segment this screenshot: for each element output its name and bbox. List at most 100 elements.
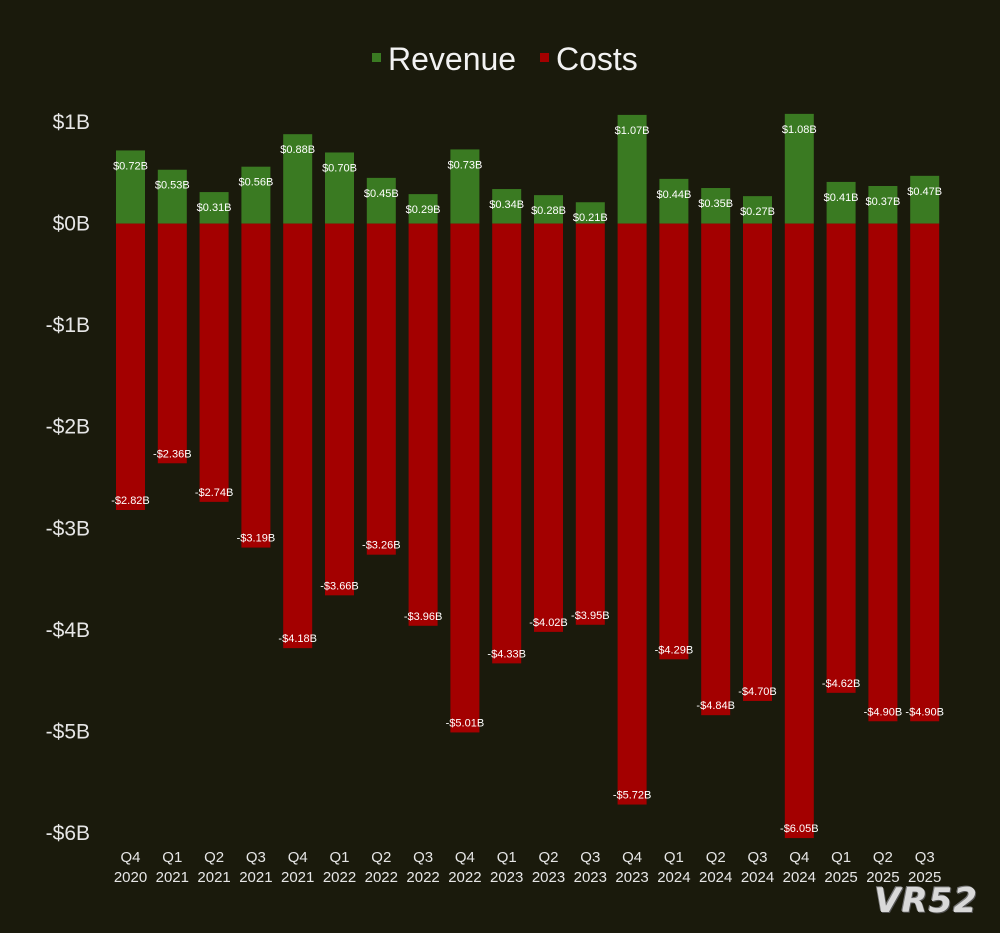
revenue-bar xyxy=(408,194,438,224)
x-tick-year: 2023 xyxy=(574,869,607,886)
revenue-bar xyxy=(784,113,814,224)
costs-data-label: -$3.19B xyxy=(237,533,276,545)
revenue-data-label: $0.45B xyxy=(364,188,399,200)
watermark-logo: VR52 xyxy=(874,881,978,921)
revenue-data-label: $0.56B xyxy=(238,177,273,189)
x-tick-year: 2021 xyxy=(239,869,272,886)
costs-data-label: -$4.84B xyxy=(696,700,735,712)
costs-data-label: -$2.82B xyxy=(111,495,150,507)
costs-bar xyxy=(366,223,396,555)
costs-bar xyxy=(241,223,271,548)
costs-bar xyxy=(325,223,354,596)
revenue-data-label: $0.35B xyxy=(698,198,733,210)
costs-data-label: -$4.90B xyxy=(864,706,903,718)
revenue-data-label: $0.88B xyxy=(280,144,315,156)
costs-data-label: -$2.74B xyxy=(195,487,234,499)
x-tick-year: 2025 xyxy=(866,869,899,886)
revenue-data-label: $1.08B xyxy=(782,124,817,136)
y-tick-label: -$1B xyxy=(46,314,90,337)
revenue-data-label: $0.53B xyxy=(155,180,190,192)
x-tick-year: 2025 xyxy=(908,869,941,886)
x-tick-year: 2023 xyxy=(615,869,648,886)
costs-bar xyxy=(743,223,772,701)
revenue-bar xyxy=(325,152,354,224)
revenue-data-label: $0.72B xyxy=(113,160,148,172)
x-tick-year: 2023 xyxy=(532,869,565,886)
costs-bar xyxy=(826,223,856,693)
costs-data-label: -$3.26B xyxy=(362,540,401,552)
y-tick-label: -$6B xyxy=(46,822,90,845)
revenue-bar xyxy=(366,177,396,224)
costs-data-label: -$4.29B xyxy=(655,644,694,656)
y-axis: $1B $0B -$1B -$2B -$3B -$4B -$5B -$6B xyxy=(46,111,90,845)
revenue-bar xyxy=(868,185,898,224)
x-tick-quarter: Q2 xyxy=(538,849,558,866)
costs-data-label: -$3.66B xyxy=(320,580,359,592)
costs-data-label: -$2.36B xyxy=(153,448,192,460)
x-tick-year: 2024 xyxy=(741,869,774,886)
revenue-bar xyxy=(199,192,229,224)
revenue-data-label: $0.31B xyxy=(197,202,232,214)
x-tick-quarter: Q1 xyxy=(497,849,517,866)
revenue-bar xyxy=(910,175,940,224)
legend-label-revenue: Revenue xyxy=(388,41,516,77)
costs-bar xyxy=(492,223,522,664)
y-tick-label: -$2B xyxy=(46,416,90,439)
costs-bar xyxy=(868,223,898,722)
y-tick-label: -$5B xyxy=(46,720,90,743)
costs-bar xyxy=(659,223,689,660)
revenue-data-label: $0.37B xyxy=(865,196,900,208)
costs-data-label: -$4.90B xyxy=(905,706,944,718)
costs-bar xyxy=(910,223,940,722)
costs-bar xyxy=(408,223,438,626)
revenue-data-label: $0.73B xyxy=(447,159,482,171)
revenue-data-label: $0.70B xyxy=(322,162,357,174)
revenue-bar xyxy=(283,134,313,224)
costs-data-label: -$4.62B xyxy=(822,678,861,690)
x-tick-quarter: Q3 xyxy=(246,849,266,866)
x-tick-year: 2024 xyxy=(657,869,690,886)
revenue-data-label: $1.07B xyxy=(615,125,650,137)
revenue-bar xyxy=(450,149,480,224)
x-tick-quarter: Q2 xyxy=(204,849,224,866)
costs-bar xyxy=(450,223,480,733)
x-axis: Q4 2020 Q1 2021 Q2 2021 Q3 2021 Q4 2021 Q1 2022 Q2 20… xyxy=(114,849,942,886)
costs-bar xyxy=(701,223,731,716)
x-tick-quarter: Q1 xyxy=(831,849,851,866)
revenue-bar xyxy=(534,195,563,224)
costs-bar xyxy=(784,223,814,839)
x-tick-year: 2024 xyxy=(783,869,816,886)
costs-bar xyxy=(199,223,229,502)
x-tick-quarter: Q3 xyxy=(413,849,433,866)
x-tick-year: 2022 xyxy=(365,869,398,886)
x-tick-quarter: Q1 xyxy=(162,849,182,866)
costs-bar xyxy=(534,223,563,632)
x-tick-year: 2025 xyxy=(824,869,857,886)
x-tick-year: 2023 xyxy=(490,869,523,886)
revenue-data-label: $0.44B xyxy=(656,189,691,201)
revenue-bar xyxy=(492,189,522,224)
x-tick-year: 2021 xyxy=(281,869,314,886)
legend-swatch-costs xyxy=(540,53,549,62)
x-tick-year: 2022 xyxy=(406,869,439,886)
x-tick-quarter: Q4 xyxy=(120,849,140,866)
revenue-data-label: $0.21B xyxy=(573,212,608,224)
bars: $0.72B -$2.82B $0.53B -$2.36B $0.31B -$2.74B $… xyxy=(111,113,944,839)
costs-data-label: -$5.72B xyxy=(613,790,652,802)
revenue-bar xyxy=(701,188,731,224)
costs-bar xyxy=(283,223,313,649)
legend: Revenue Costs xyxy=(372,41,638,77)
legend-swatch-revenue xyxy=(372,53,381,62)
x-tick-year: 2021 xyxy=(156,869,189,886)
x-tick-year: 2020 xyxy=(114,869,147,886)
x-tick-quarter: Q4 xyxy=(455,849,475,866)
costs-data-label: -$4.18B xyxy=(278,633,317,645)
costs-bar xyxy=(575,223,605,625)
x-tick-year: 2022 xyxy=(448,869,481,886)
x-tick-quarter: Q3 xyxy=(747,849,767,866)
x-tick-quarter: Q3 xyxy=(580,849,600,866)
x-tick-year: 2021 xyxy=(197,869,230,886)
x-tick-quarter: Q4 xyxy=(288,849,308,866)
costs-bar xyxy=(617,223,647,805)
